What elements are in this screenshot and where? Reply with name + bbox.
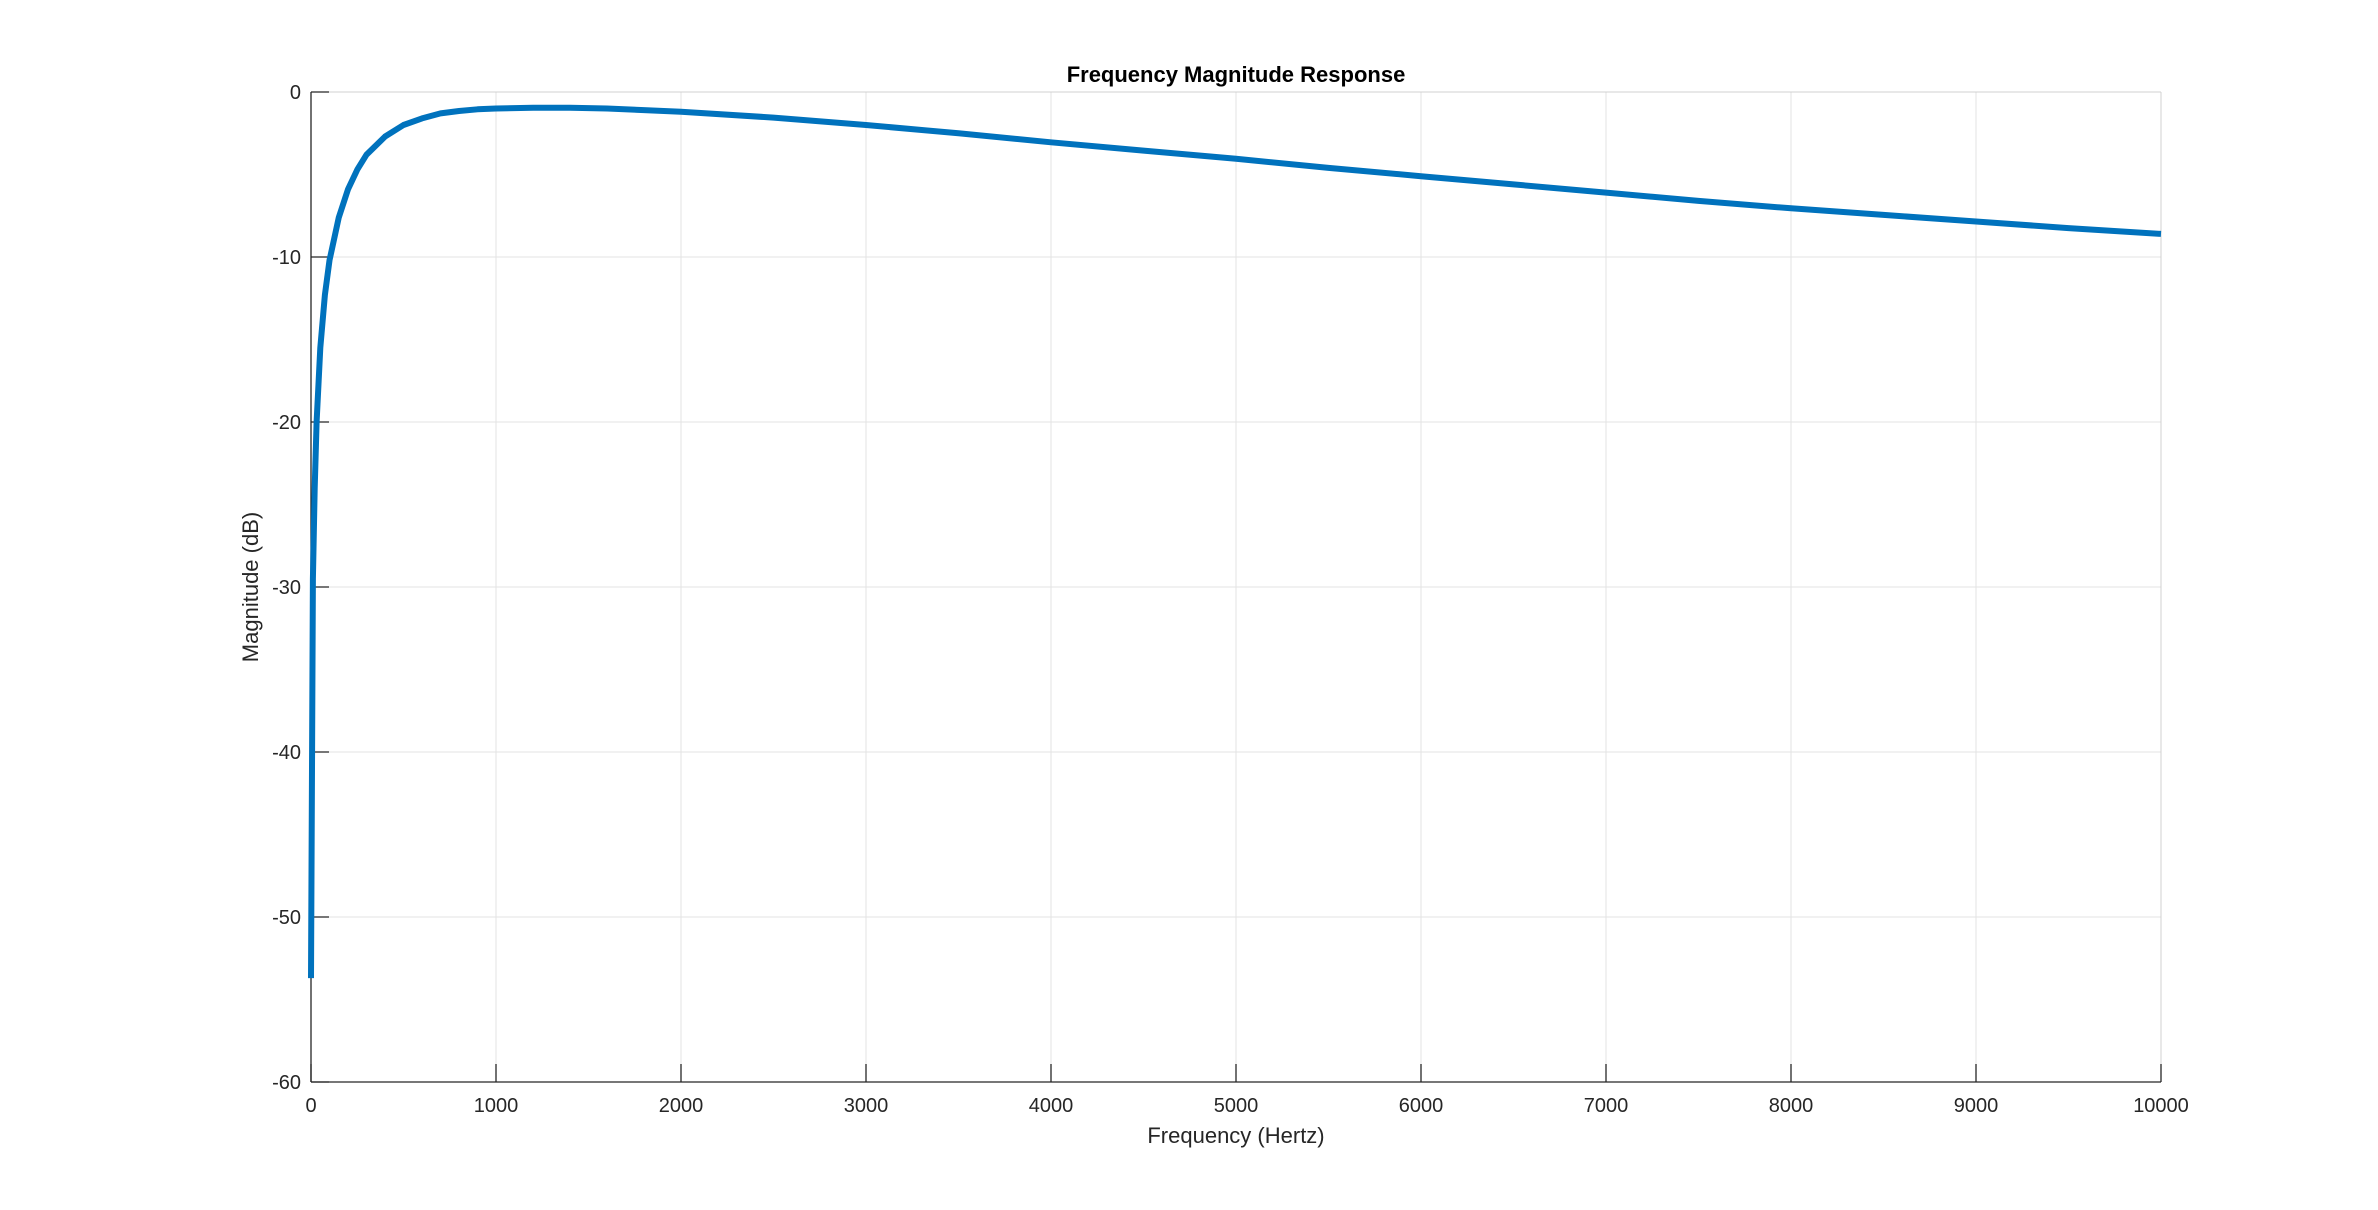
x-tick-label: 7000: [1584, 1095, 1629, 1117]
y-tick-label: -30: [272, 577, 301, 599]
y-axis-label: Magnitude (dB): [238, 512, 263, 662]
y-tick-label: -50: [272, 907, 301, 929]
grid-lines: [311, 92, 2161, 1082]
y-tick-label: -60: [272, 1072, 301, 1094]
y-tick-label: 0: [290, 82, 301, 104]
y-tick-label: -40: [272, 742, 301, 764]
data-series: [308, 104, 2162, 979]
tick-labels: 0 1000 2000 3000 4000 5000 6000 7000 8000 9000 100…: [272, 82, 2189, 1117]
x-tick-label: 10000: [2133, 1095, 2189, 1117]
x-tick-label: 5000: [1214, 1095, 1259, 1117]
x-tick-label: 8000: [1769, 1095, 1814, 1117]
y-tick-label: -20: [272, 412, 301, 434]
x-axis-label: Frequency (Hertz): [1147, 1123, 1324, 1148]
y-tick-label: -10: [272, 247, 301, 269]
x-tick-label: 2000: [659, 1095, 704, 1117]
x-tick-label: 4000: [1029, 1095, 1074, 1117]
x-tick-label: 3000: [844, 1095, 889, 1117]
chart-title: Frequency Magnitude Response: [1067, 62, 1406, 87]
magnitude-response-line: [308, 104, 2162, 979]
x-tick-label: 1000: [474, 1095, 519, 1117]
x-tick-label: 6000: [1399, 1095, 1444, 1117]
x-tick-label: 9000: [1954, 1095, 1999, 1117]
x-tick-label: 0: [305, 1095, 316, 1117]
